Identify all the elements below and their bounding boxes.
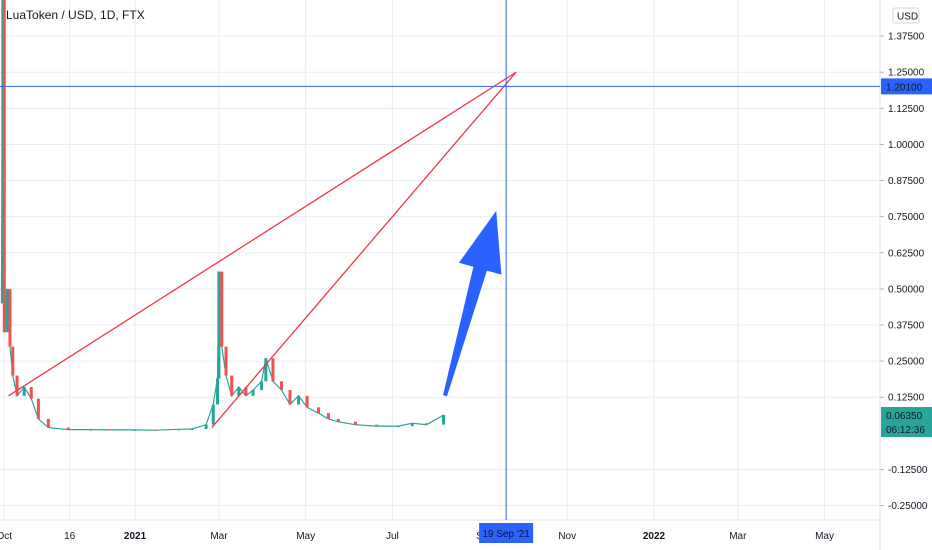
price-candle bbox=[244, 387, 248, 396]
lower-trendline[interactable] bbox=[211, 71, 517, 428]
price-candle bbox=[216, 378, 220, 405]
price-candle bbox=[260, 381, 264, 390]
x-tick-label: Oct bbox=[0, 531, 12, 542]
price-candle bbox=[177, 429, 181, 431]
price-candle bbox=[396, 426, 400, 428]
y-tick-label: 0.87500 bbox=[888, 176, 925, 187]
price-candle bbox=[2, 0, 6, 333]
x-tick-label: Nov bbox=[558, 531, 576, 542]
crosshair-price-box bbox=[881, 78, 932, 95]
price-candle bbox=[190, 429, 194, 430]
y-tick-label: 0.75000 bbox=[888, 212, 925, 223]
price-candle bbox=[375, 424, 379, 427]
price-candle bbox=[5, 288, 9, 333]
price-candle bbox=[204, 424, 208, 429]
price-candle bbox=[29, 387, 33, 399]
price-candle bbox=[305, 395, 309, 408]
x-tick-label: 16 bbox=[64, 531, 76, 542]
crosshair-price-label: 1.20100 bbox=[886, 82, 923, 93]
y-tick-label: -0.25000 bbox=[888, 501, 928, 512]
price-candle bbox=[133, 429, 137, 431]
x-tick-label: 2021 bbox=[124, 531, 147, 542]
price-candle bbox=[316, 407, 320, 414]
y-tick-label: 1.12500 bbox=[888, 104, 925, 115]
y-tick-label: 1.37500 bbox=[888, 32, 925, 43]
crosshair-date-label: 19 Sep '21 bbox=[482, 529, 530, 540]
price-candle bbox=[237, 387, 241, 396]
price-candle bbox=[279, 381, 283, 390]
currency-badge[interactable] bbox=[892, 7, 920, 24]
price-candle bbox=[211, 404, 215, 425]
price-candle bbox=[15, 375, 19, 396]
y-tick-label: 0.37500 bbox=[888, 321, 925, 332]
price-candle bbox=[89, 429, 93, 431]
price-candle bbox=[271, 358, 275, 382]
x-tick-label: May bbox=[815, 531, 834, 542]
price-candle bbox=[8, 288, 12, 347]
y-tick-label: 0.25000 bbox=[888, 357, 925, 368]
price-candle bbox=[326, 413, 330, 419]
last-price-box bbox=[881, 406, 932, 437]
y-tick-label: 1.00000 bbox=[888, 140, 925, 151]
price-candle bbox=[424, 423, 428, 425]
price-candle bbox=[153, 429, 157, 431]
x-tick-label: May bbox=[296, 531, 315, 542]
blue-up-arrow[interactable] bbox=[443, 210, 502, 397]
x-tick-label: Jul bbox=[386, 531, 399, 542]
price-candle bbox=[442, 414, 446, 425]
price-candle bbox=[36, 398, 40, 419]
price-candle bbox=[217, 271, 221, 379]
price-candle bbox=[336, 418, 340, 422]
price-candle bbox=[224, 346, 228, 376]
price-candle bbox=[230, 375, 234, 396]
countdown-label: 06:12:36 bbox=[886, 425, 925, 436]
price-candle bbox=[264, 358, 268, 382]
price-candle bbox=[251, 390, 255, 396]
crosshair-date-box bbox=[479, 523, 534, 543]
y-tick-label: 0.50000 bbox=[888, 284, 925, 295]
price-candle bbox=[353, 421, 357, 425]
x-tick-label: Mar bbox=[729, 531, 747, 542]
x-tick-label: 2022 bbox=[643, 531, 666, 542]
symbol-title: LuaToken / USD, 1D, FTX bbox=[6, 8, 145, 22]
price-candle bbox=[288, 390, 292, 405]
y-tick-label: -0.12500 bbox=[888, 465, 928, 476]
last-price-label: 0.06350 bbox=[886, 411, 923, 422]
price-candle bbox=[410, 423, 414, 427]
price-candle bbox=[46, 418, 50, 428]
y-tick-label: 1.25000 bbox=[888, 68, 925, 79]
price-candle bbox=[220, 271, 224, 347]
price-candle bbox=[22, 387, 26, 396]
price-candle bbox=[11, 346, 15, 376]
y-tick-label: 0.62500 bbox=[888, 248, 925, 259]
y-tick-label: 0.12500 bbox=[888, 393, 925, 404]
upper-trendline[interactable] bbox=[8, 71, 517, 397]
price-candle bbox=[66, 427, 70, 430]
price-candle bbox=[109, 429, 113, 431]
price-candle bbox=[297, 395, 301, 405]
x-tick-label: Mar bbox=[210, 531, 228, 542]
currency-label: USD bbox=[897, 12, 918, 23]
